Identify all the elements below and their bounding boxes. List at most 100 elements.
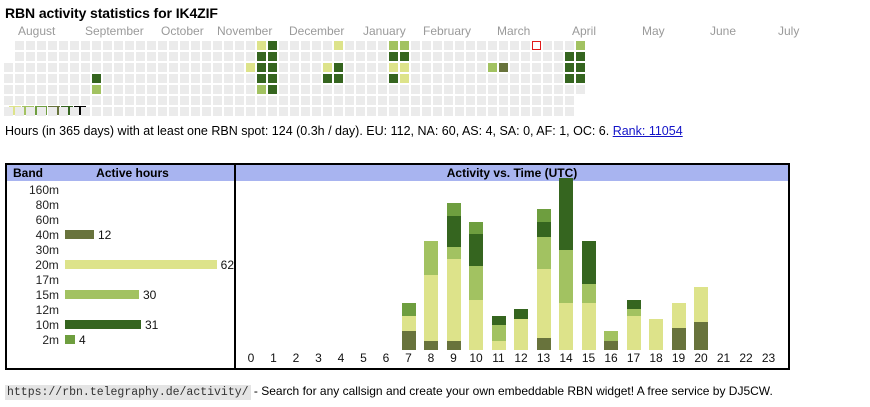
calendar-day-cell[interactable] xyxy=(213,63,222,72)
calendar-day-cell[interactable] xyxy=(158,107,167,116)
calendar-day-cell[interactable] xyxy=(521,41,530,50)
calendar-day-cell[interactable] xyxy=(356,52,365,61)
calendar-day-cell[interactable] xyxy=(345,74,354,83)
calendar-day-cell[interactable] xyxy=(114,74,123,83)
calendar-day-cell[interactable] xyxy=(543,52,552,61)
calendar-day-cell[interactable] xyxy=(488,52,497,61)
calendar-day-cell[interactable] xyxy=(235,41,244,50)
calendar-day-cell[interactable] xyxy=(114,107,123,116)
calendar-day-cell[interactable] xyxy=(521,96,530,105)
calendar-day-cell[interactable] xyxy=(70,52,79,61)
calendar-day-cell[interactable] xyxy=(532,63,541,72)
calendar-day-cell[interactable] xyxy=(224,96,233,105)
calendar-day-cell[interactable] xyxy=(499,96,508,105)
calendar-day-cell[interactable] xyxy=(532,74,541,83)
calendar-day-cell[interactable] xyxy=(246,85,255,94)
calendar-day-cell[interactable] xyxy=(114,96,123,105)
calendar-day-cell[interactable] xyxy=(356,96,365,105)
calendar-day-cell[interactable] xyxy=(213,52,222,61)
calendar-day-cell[interactable] xyxy=(191,63,200,72)
calendar-day-cell[interactable] xyxy=(433,63,442,72)
calendar-day-cell[interactable] xyxy=(147,85,156,94)
calendar-day-cell[interactable] xyxy=(125,96,134,105)
calendar-day-cell[interactable] xyxy=(543,41,552,50)
hour-bar[interactable] xyxy=(491,315,506,350)
calendar-day-cell[interactable] xyxy=(213,96,222,105)
calendar-day-cell[interactable] xyxy=(158,96,167,105)
calendar-day-cell[interactable] xyxy=(180,74,189,83)
calendar-day-cell[interactable] xyxy=(70,63,79,72)
calendar-day-cell[interactable] xyxy=(576,74,585,83)
calendar-day-cell[interactable] xyxy=(4,63,13,72)
calendar-day-cell[interactable] xyxy=(290,107,299,116)
calendar-day-cell[interactable] xyxy=(169,41,178,50)
calendar-day-cell[interactable] xyxy=(422,85,431,94)
calendar-day-cell[interactable] xyxy=(521,52,530,61)
calendar-day-cell[interactable] xyxy=(235,107,244,116)
calendar-day-cell[interactable] xyxy=(510,63,519,72)
calendar-day-cell[interactable] xyxy=(477,85,486,94)
calendar-day-cell[interactable] xyxy=(433,85,442,94)
calendar-day-cell[interactable] xyxy=(521,74,530,83)
calendar-day-cell[interactable] xyxy=(169,96,178,105)
calendar-day-cell[interactable] xyxy=(279,107,288,116)
calendar-day-cell[interactable] xyxy=(499,74,508,83)
calendar-day-cell[interactable] xyxy=(59,96,68,105)
calendar-day-cell[interactable] xyxy=(323,107,332,116)
calendar-day-cell[interactable] xyxy=(565,74,574,83)
calendar-day-cell[interactable] xyxy=(301,52,310,61)
calendar-day-cell[interactable] xyxy=(378,85,387,94)
calendar-day-cell[interactable] xyxy=(521,63,530,72)
calendar-day-cell[interactable] xyxy=(279,63,288,72)
hour-bar[interactable] xyxy=(536,209,551,350)
calendar-day-cell[interactable] xyxy=(400,85,409,94)
calendar-day-cell[interactable] xyxy=(455,85,464,94)
calendar-day-cell[interactable] xyxy=(510,52,519,61)
calendar-day-cell[interactable] xyxy=(147,63,156,72)
calendar-day-cell[interactable] xyxy=(444,41,453,50)
calendar-day-cell[interactable] xyxy=(576,52,585,61)
calendar-day-cell[interactable] xyxy=(367,63,376,72)
calendar-day-cell[interactable] xyxy=(213,74,222,83)
calendar-day-cell[interactable] xyxy=(367,74,376,83)
calendar-day-cell[interactable] xyxy=(125,85,134,94)
calendar-day-cell[interactable] xyxy=(455,41,464,50)
calendar-day-cell[interactable] xyxy=(81,74,90,83)
calendar-day-cell[interactable] xyxy=(422,63,431,72)
calendar-day-cell[interactable] xyxy=(378,41,387,50)
calendar-day-cell[interactable] xyxy=(103,52,112,61)
calendar-day-cell[interactable] xyxy=(191,74,200,83)
calendar-day-cell[interactable] xyxy=(279,74,288,83)
calendar-day-cell[interactable] xyxy=(510,41,519,50)
calendar-day-cell[interactable] xyxy=(433,41,442,50)
calendar-day-cell[interactable] xyxy=(169,85,178,94)
calendar-day-cell[interactable] xyxy=(202,74,211,83)
calendar-day-cell[interactable] xyxy=(367,52,376,61)
calendar-day-cell[interactable] xyxy=(290,85,299,94)
calendar-day-cell[interactable] xyxy=(81,85,90,94)
calendar-day-cell[interactable] xyxy=(411,63,420,72)
calendar-day-cell[interactable] xyxy=(422,107,431,116)
calendar-day-cell[interactable] xyxy=(26,41,35,50)
calendar-day-cell[interactable] xyxy=(323,41,332,50)
calendar-day-cell[interactable] xyxy=(246,96,255,105)
calendar-day-cell[interactable] xyxy=(466,74,475,83)
calendar-day-cell[interactable] xyxy=(59,74,68,83)
calendar-day-cell[interactable] xyxy=(312,107,321,116)
calendar-day-cell[interactable] xyxy=(268,52,277,61)
calendar-day-cell[interactable] xyxy=(158,52,167,61)
calendar-day-cell[interactable] xyxy=(81,107,90,116)
footer-url[interactable]: https://rbn.telegraphy.de/activity/ xyxy=(5,385,251,400)
calendar-day-cell[interactable] xyxy=(488,85,497,94)
calendar-day-cell[interactable] xyxy=(312,63,321,72)
hour-bar[interactable] xyxy=(559,178,573,350)
calendar-day-cell[interactable] xyxy=(499,41,508,50)
calendar-day-cell[interactable] xyxy=(455,63,464,72)
calendar-day-cell[interactable] xyxy=(48,74,57,83)
calendar-day-cell[interactable] xyxy=(521,85,530,94)
calendar-day-cell[interactable] xyxy=(92,41,101,50)
calendar-day-cell[interactable] xyxy=(389,85,398,94)
calendar-day-cell[interactable] xyxy=(235,85,244,94)
calendar-day-cell[interactable] xyxy=(554,107,563,116)
calendar-day-cell[interactable] xyxy=(37,63,46,72)
